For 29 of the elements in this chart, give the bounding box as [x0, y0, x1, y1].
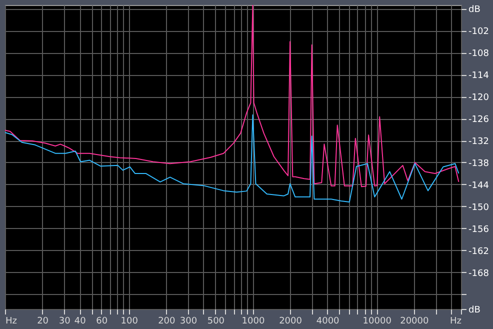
y-tick-label: -162 — [468, 246, 489, 257]
y-tick-label: -156 — [468, 224, 490, 235]
x-tick-label: 1000 — [242, 316, 265, 326]
x-tick-label: 40 — [74, 316, 86, 326]
x-tick-label: 300 — [180, 316, 198, 326]
x-tick-label: 500 — [207, 316, 225, 326]
x-tick-label: 200 — [158, 316, 176, 326]
x-tick-label: 20 — [37, 316, 49, 326]
y-tick-label: -138 — [468, 158, 490, 169]
x-tick-label: Hz — [6, 316, 18, 326]
y-tick-label: -132 — [468, 137, 489, 148]
x-tick-label: 60 — [96, 316, 108, 326]
y-tick-label: -120 — [468, 93, 490, 104]
y-tick-label: dB — [468, 306, 480, 316]
y-tick-label: -102 — [468, 27, 489, 38]
x-tick-label: 2000 — [279, 316, 302, 326]
y-tick-label: -108 — [468, 49, 490, 60]
x-tick-label: 20000 — [400, 316, 429, 326]
y-tick-label: -168 — [468, 268, 490, 279]
y-tick-label: dB — [468, 5, 480, 16]
y-tick-label: -126 — [468, 115, 490, 126]
x-tick-label: 4000 — [316, 316, 340, 326]
x-tick-label: 10000 — [362, 316, 392, 326]
x-tick-label: Hz — [450, 316, 462, 326]
x-tick-label: 30 — [58, 316, 71, 326]
y-tick-label: -150 — [468, 202, 490, 213]
x-tick-label: 100 — [120, 316, 138, 326]
y-tick-label: -144 — [468, 180, 490, 191]
y-tick-label: -114 — [468, 71, 490, 82]
